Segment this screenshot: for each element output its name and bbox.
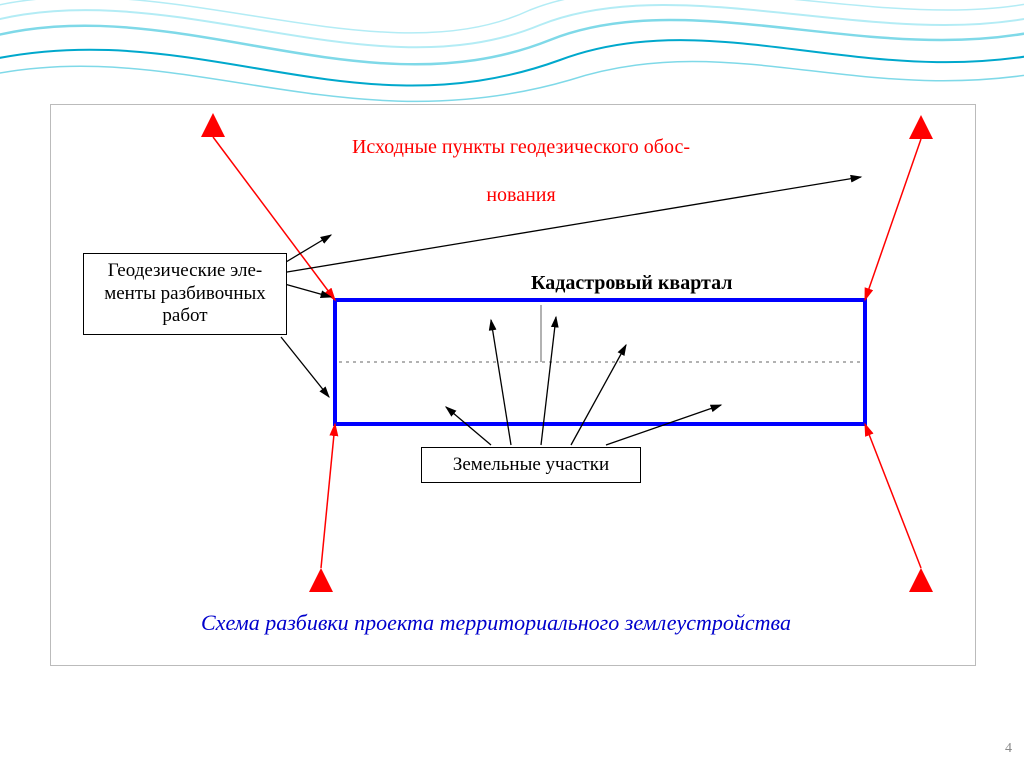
title-line1: Исходные пункты геодезического обос- xyxy=(352,136,690,158)
triangle-marker-tr xyxy=(909,115,933,139)
triangle-marker-br xyxy=(909,568,933,592)
kadastr-label: Кадастровый квартал xyxy=(531,271,733,295)
geo-elements-box: Геодезические эле- менты разбивочных раб… xyxy=(83,253,287,335)
diagram-frame: Исходные пункты геодезического обос- нов… xyxy=(50,104,976,666)
red-line-bl xyxy=(321,424,335,568)
black-arrow-land-4 xyxy=(571,345,626,445)
diagram-caption: Схема разбивки проекта территориального … xyxy=(201,610,791,636)
page-number: 4 xyxy=(1005,741,1012,757)
title-line2: нования xyxy=(486,184,555,206)
geo-box-line3: работ xyxy=(162,305,207,326)
red-line-tr xyxy=(865,139,921,300)
title-label: Исходные пункты геодезического обос- нов… xyxy=(251,111,771,231)
triangle-marker-bl xyxy=(309,568,333,592)
red-line-br xyxy=(865,424,921,568)
black-arrow-geo-4 xyxy=(281,337,329,397)
geo-box-line1: Геодезические эле- xyxy=(108,260,262,281)
black-arrow-land-2 xyxy=(491,320,511,445)
geo-box-line2: менты разбивочных xyxy=(104,283,266,304)
land-plots-box: Земельные участки xyxy=(421,447,641,483)
triangle-marker-tl xyxy=(201,113,225,137)
land-box-text: Земельные участки xyxy=(453,454,609,477)
